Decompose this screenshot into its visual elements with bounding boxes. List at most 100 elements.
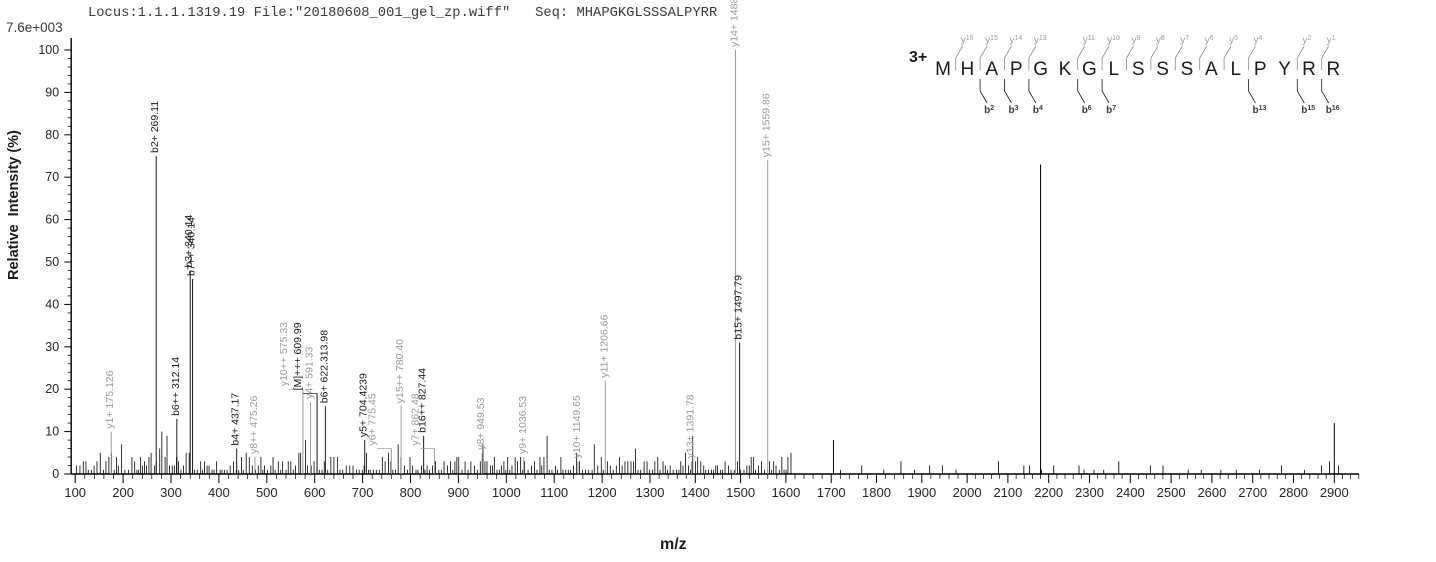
svg-text:0: 0 <box>52 467 59 481</box>
svg-text:1000: 1000 <box>492 485 521 500</box>
svg-text:y16: y16 <box>961 35 974 47</box>
svg-text:b3: b3 <box>1009 105 1019 117</box>
svg-text:K: K <box>1059 59 1072 80</box>
svg-text:b7: b7 <box>1106 105 1116 117</box>
svg-text:2400: 2400 <box>1116 485 1145 500</box>
svg-text:20: 20 <box>45 382 59 396</box>
svg-text:P: P <box>1010 59 1023 80</box>
svg-text:500: 500 <box>256 485 278 500</box>
svg-text:G: G <box>1082 59 1097 80</box>
svg-text:b16: b16 <box>1326 105 1340 117</box>
svg-text:1500: 1500 <box>726 485 755 500</box>
svg-text:L: L <box>1231 59 1242 80</box>
svg-text:2500: 2500 <box>1157 485 1186 500</box>
svg-text:[M]+++ 609.99: [M]+++ 609.99 <box>292 322 304 390</box>
svg-text:b7++ 340.14: b7++ 340.14 <box>186 217 198 276</box>
svg-text:2000: 2000 <box>953 485 982 500</box>
svg-text:b4+ 437.17: b4+ 437.17 <box>230 393 242 446</box>
svg-text:y5: y5 <box>1229 35 1238 47</box>
svg-text:y10+ 1149.65: y10+ 1149.65 <box>571 395 583 458</box>
svg-text:G: G <box>1033 59 1048 80</box>
svg-text:y15: y15 <box>985 35 998 47</box>
svg-text:b15+ 1497.79: b15+ 1497.79 <box>733 275 745 340</box>
svg-text:900: 900 <box>448 485 470 500</box>
svg-text:800: 800 <box>400 485 422 500</box>
svg-text:y13: y13 <box>1034 35 1047 47</box>
svg-text:1600: 1600 <box>771 485 800 500</box>
svg-text:50: 50 <box>45 255 59 269</box>
svg-text:b4: b4 <box>1033 105 1043 117</box>
svg-text:600: 600 <box>304 485 326 500</box>
svg-text:y15++ 780.40: y15++ 780.40 <box>394 339 406 403</box>
svg-text:y4+ 591.33: y4+ 591.33 <box>304 346 316 398</box>
svg-text:Y: Y <box>1278 59 1291 80</box>
svg-text:y7+ 862.48: y7+ 862.48 <box>409 393 421 445</box>
svg-text:b6: b6 <box>1082 105 1092 117</box>
svg-text:y9+ 1036.53: y9+ 1036.53 <box>517 396 529 454</box>
svg-text:b2+ 269.11: b2+ 269.11 <box>149 101 161 153</box>
svg-text:1400: 1400 <box>681 485 710 500</box>
svg-text:y8+ 949.53: y8+ 949.53 <box>475 397 487 449</box>
svg-text:2900: 2900 <box>1320 485 1349 500</box>
svg-text:S: S <box>1181 59 1194 80</box>
svg-text:b6++ 312.14: b6++ 312.14 <box>170 357 182 416</box>
svg-text:b15: b15 <box>1301 105 1315 117</box>
svg-text:1300: 1300 <box>636 485 665 500</box>
svg-text:y4: y4 <box>1254 35 1263 47</box>
svg-text:y14+ 1488.83: y14+ 1488.83 <box>729 0 741 47</box>
svg-text:R: R <box>1302 59 1316 80</box>
svg-text:b6+ 622.313.98: b6+ 622.313.98 <box>318 330 330 403</box>
svg-text:y1: y1 <box>1327 35 1336 47</box>
svg-text:P: P <box>1254 59 1267 80</box>
svg-text:y6: y6 <box>1205 35 1214 47</box>
svg-text:y11+ 1206.66: y11+ 1206.66 <box>598 314 610 377</box>
svg-text:2600: 2600 <box>1197 485 1226 500</box>
svg-text:y10++ 575.33: y10++ 575.33 <box>278 322 290 386</box>
svg-text:1900: 1900 <box>907 485 936 500</box>
svg-text:y7: y7 <box>1180 35 1189 47</box>
svg-text:y9: y9 <box>1132 35 1141 47</box>
svg-text:b13: b13 <box>1253 105 1267 117</box>
svg-text:y11: y11 <box>1083 35 1095 47</box>
svg-text:200: 200 <box>112 485 134 500</box>
svg-text:1100: 1100 <box>540 485 568 500</box>
svg-text:30: 30 <box>45 340 59 354</box>
svg-text:A: A <box>985 59 998 80</box>
svg-text:S: S <box>1156 59 1169 80</box>
svg-text:y2: y2 <box>1302 35 1311 47</box>
svg-text:2200: 2200 <box>1034 485 1063 500</box>
svg-text:2300: 2300 <box>1075 485 1104 500</box>
svg-text:300: 300 <box>160 485 182 500</box>
svg-text:3+: 3+ <box>909 49 927 66</box>
svg-text:y6+ 775.45: y6+ 775.45 <box>366 393 378 445</box>
svg-text:y1+ 175.126: y1+ 175.126 <box>104 370 116 428</box>
svg-text:y8++ 475.26: y8++ 475.26 <box>248 395 260 454</box>
svg-text:2100: 2100 <box>993 485 1022 500</box>
svg-text:R: R <box>1327 59 1341 80</box>
svg-text:60: 60 <box>45 213 59 227</box>
svg-text:y13+ 1391.78: y13+ 1391.78 <box>685 394 697 458</box>
svg-text:b2: b2 <box>984 105 994 117</box>
svg-text:y15+ 1559.86: y15+ 1559.86 <box>761 93 773 157</box>
svg-text:400: 400 <box>208 485 230 500</box>
svg-text:A: A <box>1205 59 1218 80</box>
svg-text:1200: 1200 <box>588 485 617 500</box>
svg-text:2700: 2700 <box>1238 485 1267 500</box>
svg-text:H: H <box>961 59 975 80</box>
svg-text:y14: y14 <box>1010 35 1023 47</box>
svg-text:S: S <box>1132 59 1145 80</box>
svg-text:1700: 1700 <box>817 485 846 500</box>
svg-text:700: 700 <box>352 485 374 500</box>
svg-text:100: 100 <box>38 43 59 57</box>
svg-text:2800: 2800 <box>1279 485 1308 500</box>
svg-text:80: 80 <box>45 128 59 142</box>
svg-text:100: 100 <box>64 485 86 500</box>
svg-text:1800: 1800 <box>862 485 891 500</box>
svg-text:y8: y8 <box>1156 35 1165 47</box>
svg-text:M: M <box>935 59 951 80</box>
svg-text:10: 10 <box>45 425 59 439</box>
svg-text:y10: y10 <box>1107 35 1120 47</box>
svg-text:70: 70 <box>45 170 59 184</box>
svg-text:40: 40 <box>45 297 59 311</box>
svg-text:90: 90 <box>45 85 59 99</box>
